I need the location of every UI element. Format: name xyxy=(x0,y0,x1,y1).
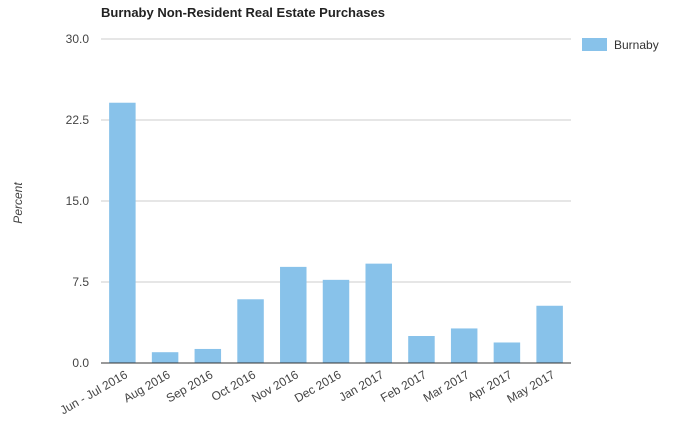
y-axis-label: Percent xyxy=(11,182,25,224)
bar[interactable] xyxy=(237,299,264,363)
x-tick-label: Nov 2016 xyxy=(249,367,301,405)
x-tick-label: May 2017 xyxy=(504,367,557,406)
bar[interactable] xyxy=(450,328,478,363)
bar[interactable] xyxy=(194,348,222,363)
bar[interactable] xyxy=(151,352,179,363)
x-tick-label: Jun - Jul 2016 xyxy=(58,367,131,417)
bar[interactable] xyxy=(109,102,136,363)
x-tick-label: Aug 2016 xyxy=(121,367,173,405)
legend-swatch-burnaby xyxy=(582,38,607,51)
y-tick-label: 22.5 xyxy=(66,113,90,127)
chart-title: Burnaby Non-Resident Real Estate Purchas… xyxy=(101,5,385,20)
bar[interactable] xyxy=(280,266,307,363)
y-tick-label: 7.5 xyxy=(72,275,89,289)
legend-label-burnaby: Burnaby xyxy=(614,38,659,52)
bar[interactable] xyxy=(536,305,563,363)
x-tick-label: Dec 2016 xyxy=(292,367,344,405)
bars xyxy=(101,102,571,364)
y-tick-label: 15.0 xyxy=(66,194,90,208)
y-tick-label: 30.0 xyxy=(66,32,90,46)
legend[interactable]: Burnaby xyxy=(582,38,659,52)
bar[interactable] xyxy=(493,342,521,363)
x-tick-label: Feb 2017 xyxy=(378,367,429,405)
x-tick-label: Oct 2016 xyxy=(209,367,258,404)
y-axis-ticks: 0.0 7.5 15.0 22.5 30.0 xyxy=(66,32,90,370)
x-tick-label: Jan 2017 xyxy=(336,367,386,404)
y-tick-label: 0.0 xyxy=(72,356,89,370)
x-tick-label: Sep 2016 xyxy=(164,367,216,405)
bar[interactable] xyxy=(322,279,350,363)
x-tick-label: Mar 2017 xyxy=(421,367,472,405)
bar[interactable] xyxy=(408,336,435,363)
bar[interactable] xyxy=(365,263,392,363)
